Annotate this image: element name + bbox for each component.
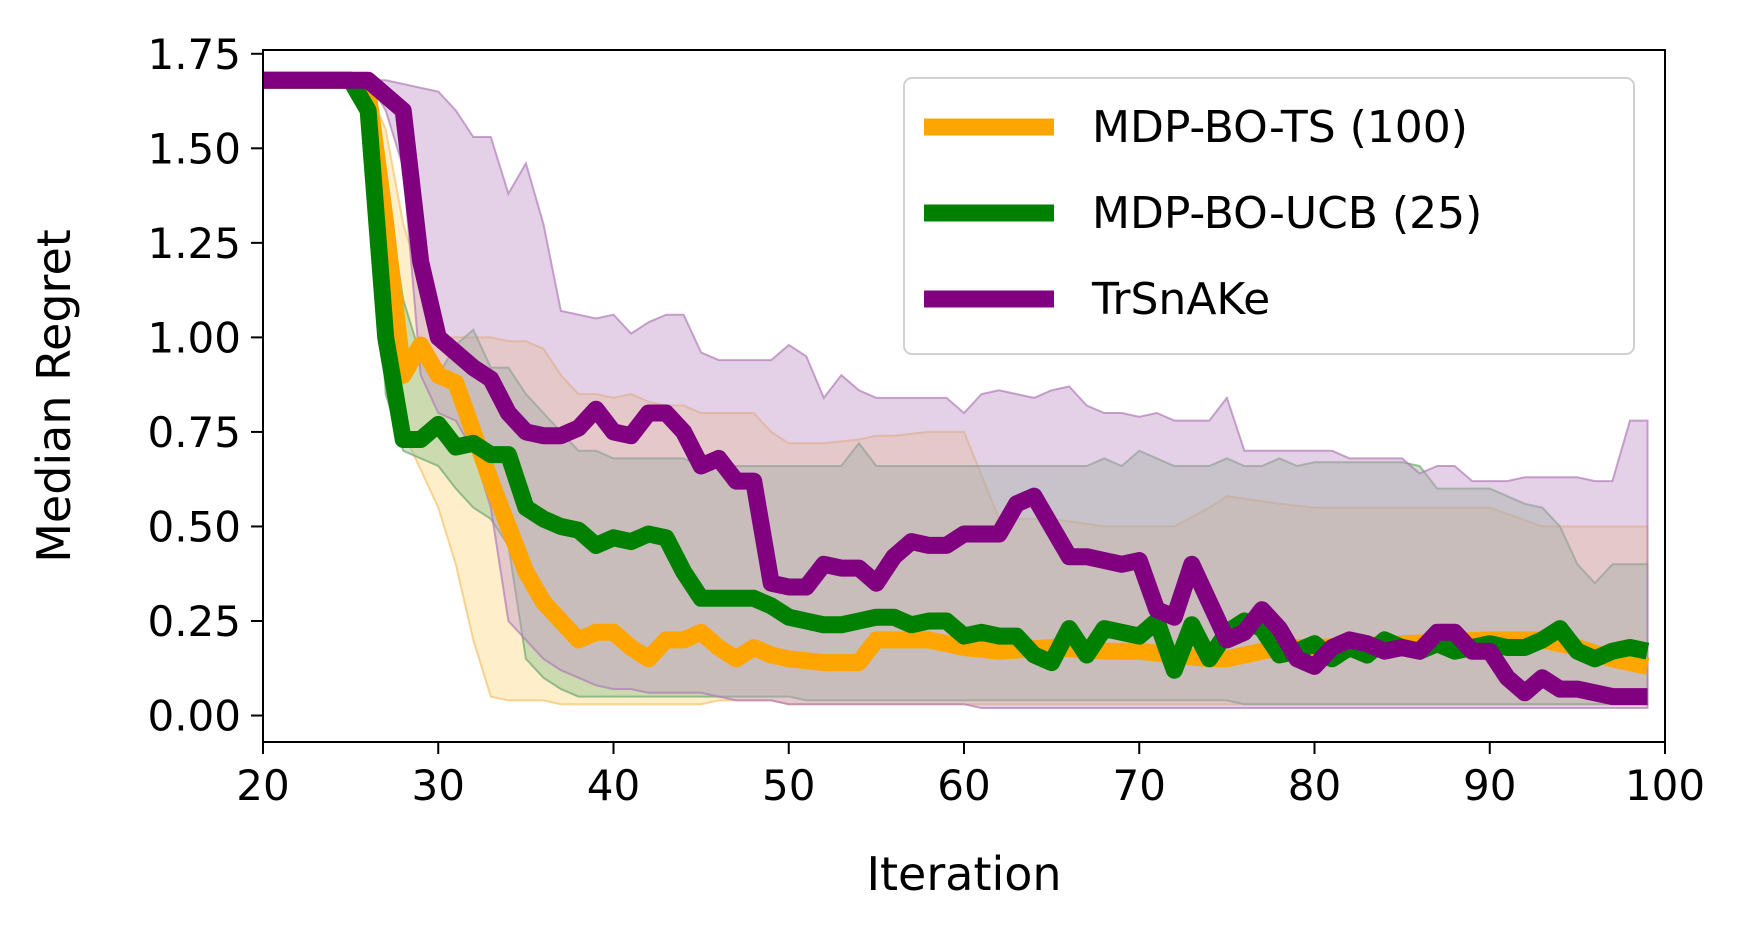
- x-tick-label: 60: [937, 761, 990, 810]
- x-tick-label: 40: [587, 761, 640, 810]
- x-tick-label: 20: [236, 761, 289, 810]
- band-trsnake: [263, 79, 1649, 709]
- x-tick-label: 100: [1625, 761, 1705, 810]
- line-mdp-bo-ts-100: [263, 71, 1650, 675]
- legend: MDP-BO-TS (100) MDP-BO-UCB (25) TrSnAKe: [903, 77, 1635, 355]
- x-axis-ticks: 20 30 40 50 60 70 80 90 100: [236, 742, 1705, 810]
- median-lines: [263, 71, 1650, 706]
- y-tick-label: 1.50: [147, 124, 241, 173]
- x-tick-label: 50: [762, 761, 815, 810]
- x-tick-label: 70: [1113, 761, 1166, 810]
- y-axis-ticks: 0.00 0.25 0.50 0.75 1.00 1.25 1.50 1.75: [147, 30, 263, 741]
- legend-label-mdp-bo-ts-100: MDP-BO-TS (100): [1092, 102, 1468, 153]
- legend-box: [903, 77, 1635, 355]
- line-trsnake: [263, 71, 1648, 706]
- y-tick-label: 0.25: [147, 597, 241, 646]
- x-tick-label: 90: [1463, 761, 1516, 810]
- y-tick-label: 0.00: [147, 692, 241, 741]
- x-tick-label: 80: [1288, 761, 1341, 810]
- y-tick-label: 0.75: [147, 408, 241, 457]
- x-tick-label: 30: [412, 761, 465, 810]
- y-tick-label: 1.25: [147, 219, 241, 268]
- y-axis-label: Median Regret: [27, 229, 81, 563]
- legend-label-trsnake: TrSnAKe: [1091, 274, 1270, 325]
- y-tick-label: 1.00: [147, 313, 241, 362]
- x-axis-label: Iteration: [866, 847, 1061, 901]
- y-tick-label: 0.50: [147, 502, 241, 551]
- y-tick-label: 1.75: [147, 30, 241, 79]
- legend-label-mdp-bo-ucb-25: MDP-BO-UCB (25): [1092, 188, 1482, 239]
